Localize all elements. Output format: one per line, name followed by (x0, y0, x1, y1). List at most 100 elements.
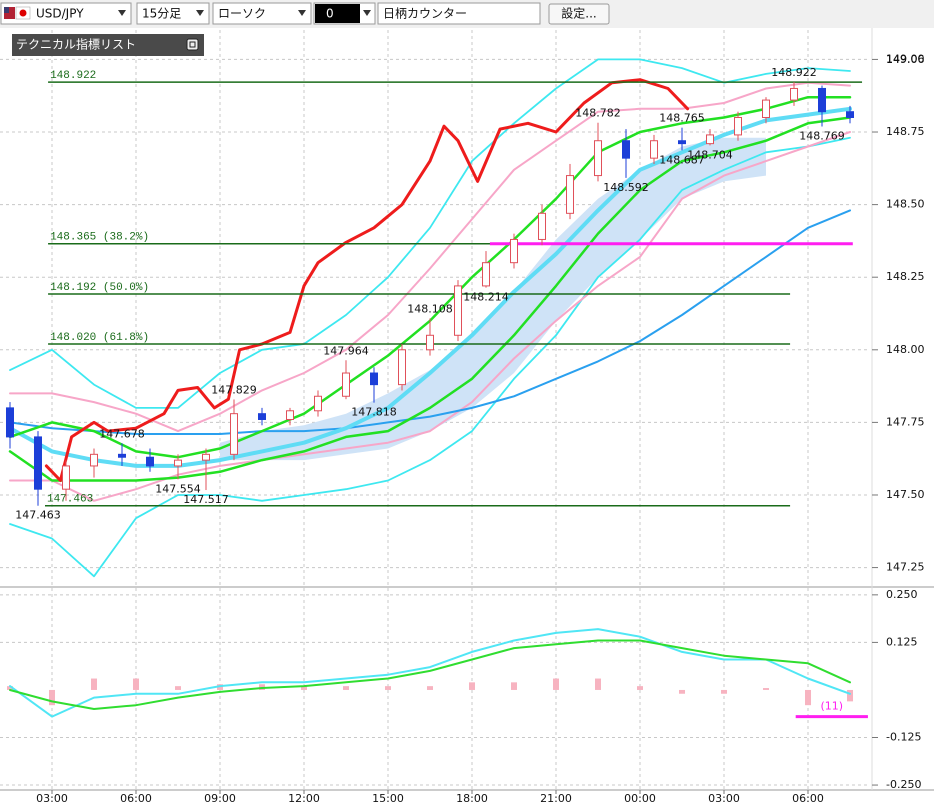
indicator-line (8, 116, 852, 482)
y-tick-label: 147.25 (886, 561, 925, 574)
y-tick-label: -0.250 (886, 778, 921, 791)
indicator-line (9, 209, 851, 435)
x-tick-label: 03:00 (36, 792, 68, 805)
candle-body (5, 407, 14, 438)
x-tick-label: 12:00 (288, 792, 320, 805)
y-axis-max-label: 149.06 (886, 53, 925, 66)
candle-body (398, 349, 407, 386)
dropdown-arrow (118, 10, 126, 16)
x-tick-label: 00:00 (624, 792, 656, 805)
panel-toggle-icon (189, 41, 196, 48)
panel-toggle[interactable] (186, 38, 199, 51)
price-annotation: 147.964 (323, 344, 369, 357)
counter-label: (11) (821, 700, 844, 713)
price-annotation: 148.592 (603, 181, 649, 194)
histogram-bar (679, 689, 686, 694)
indicator-line (44, 78, 690, 482)
price-annotation: 148.214 (463, 291, 509, 304)
x-tick-label: 18:00 (456, 792, 488, 805)
plot-area: 147.25 147.50 147.75 148.00 148.25 148.50 148.… (0, 28, 934, 805)
candle-body (846, 111, 855, 118)
candle-body (762, 99, 771, 118)
timeframe-select[interactable]: 15分足 (136, 2, 210, 25)
y-tick-label: 147.75 (886, 415, 925, 428)
x-tick-label: 15:00 (372, 792, 404, 805)
candle-body (314, 395, 323, 412)
candle-body (510, 238, 519, 264)
level-label: 148.192 (50.0%) (50, 282, 149, 294)
candle-body (61, 465, 70, 490)
candle-body (734, 116, 743, 136)
timeframe-box[interactable] (136, 2, 210, 25)
price-annotation: 147.517 (183, 493, 229, 506)
price-annotation: 148.687 (659, 153, 705, 166)
price-annotation: 147.554 (155, 482, 201, 495)
candle-body (706, 134, 715, 145)
indicator-panel[interactable] (12, 34, 204, 56)
candle-body (566, 175, 575, 214)
price-annotation: 147.678 (99, 427, 145, 440)
y-tick-label: 148.25 (886, 270, 925, 283)
candle-body (650, 140, 659, 159)
candle-body (257, 413, 266, 420)
histogram-bar (48, 689, 55, 706)
day-counter-box[interactable] (377, 2, 541, 25)
candle-body (790, 87, 799, 101)
price-annotation: 148.704 (687, 148, 733, 161)
indicator-line (9, 58, 851, 409)
histogram-bar (637, 686, 644, 690)
style-select[interactable]: ローソク (212, 2, 312, 25)
candle-body (286, 410, 294, 420)
counter-select[interactable]: 0 (313, 2, 376, 25)
dropdown-arrow (298, 10, 306, 16)
flag-us (4, 7, 15, 19)
candle-body (678, 140, 687, 145)
price-annotation: 148.108 (407, 302, 453, 315)
histogram-bar (805, 689, 812, 706)
candle-body (145, 456, 154, 467)
histogram-bar (721, 689, 728, 694)
candle-body (818, 87, 827, 113)
x-tick-label: 21:00 (540, 792, 572, 805)
x-tick-label: 06:00 (120, 792, 152, 805)
style-label: ローソク (218, 7, 266, 21)
price-annotation: 148.782 (575, 107, 621, 120)
histogram-bar (595, 678, 602, 690)
histogram-bar (132, 678, 139, 690)
y-tick-label: 147.50 (886, 488, 925, 501)
histogram-bar (301, 686, 308, 690)
candle-body (229, 413, 238, 455)
histogram-bar (553, 678, 560, 690)
candle-body (454, 285, 463, 336)
macd-line (9, 639, 851, 710)
y-tick-label: 148.00 (886, 343, 925, 356)
histogram-bar (847, 689, 854, 702)
symbol-select[interactable]: USD/JPY (0, 2, 132, 25)
price-annotation: 147.818 (351, 406, 397, 419)
indicator-line (9, 136, 851, 578)
symbol-label: USD/JPY (36, 7, 84, 21)
symbol-box[interactable] (0, 2, 132, 25)
level-label: 148.365 (38.2%) (50, 232, 149, 244)
settings-button[interactable] (548, 3, 610, 25)
flag-us-canton (4, 7, 9, 13)
style-box[interactable] (212, 2, 312, 25)
candle-body (426, 334, 435, 351)
settings-label: 設定... (561, 6, 596, 21)
dropdown-arrow (363, 10, 371, 16)
candle-body (89, 453, 98, 467)
candle-body (482, 262, 491, 287)
price-annotation: 148.765 (659, 112, 705, 125)
timeframe-label: 15分足 (142, 7, 181, 21)
cloud-band (220, 137, 766, 461)
candle-body (342, 372, 351, 397)
y-tick-label: 148.75 (886, 125, 925, 138)
x-tick-label: 09:00 (204, 792, 236, 805)
histogram-bar (6, 686, 13, 690)
histogram-bar (385, 686, 392, 690)
y-tick-label: 148.50 (886, 198, 925, 211)
level-label: 148.922 (50, 70, 96, 82)
histogram-bar (427, 686, 434, 690)
